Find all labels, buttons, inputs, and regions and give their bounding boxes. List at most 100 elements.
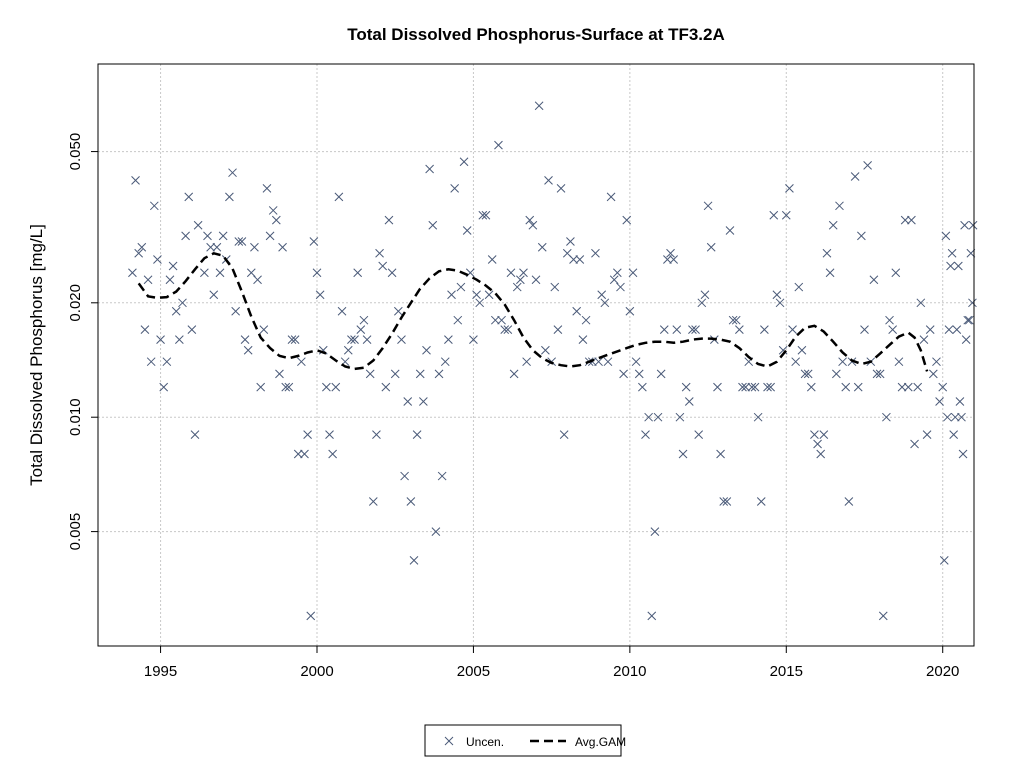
data-point	[691, 325, 700, 334]
data-point	[556, 184, 566, 193]
data-point	[650, 527, 660, 536]
data-point	[828, 220, 838, 230]
data-point	[944, 325, 954, 334]
data-point	[431, 527, 441, 536]
data-point	[397, 335, 406, 344]
y-tick-label: 0.020	[67, 284, 84, 322]
x-tick-label: 2015	[770, 663, 803, 680]
data-point	[212, 242, 222, 252]
data-point	[428, 220, 438, 230]
data-point	[243, 345, 253, 355]
data-point	[347, 335, 356, 344]
data-point	[531, 275, 541, 285]
data-point	[943, 412, 952, 422]
data-point	[769, 210, 779, 220]
data-point	[240, 335, 250, 344]
data-point	[190, 430, 200, 439]
data-point	[550, 282, 560, 292]
data-point	[603, 357, 613, 367]
data-point	[669, 255, 679, 264]
data-point	[738, 382, 747, 392]
data-point	[625, 306, 635, 316]
data-point	[403, 397, 413, 406]
data-point	[703, 201, 713, 211]
data-point	[275, 369, 284, 379]
data-point	[503, 325, 513, 334]
data-point	[831, 369, 841, 379]
data-point	[863, 160, 872, 170]
data-point	[631, 357, 641, 367]
data-point	[225, 192, 234, 202]
data-point	[952, 325, 962, 334]
data-point	[788, 325, 797, 334]
data-point	[816, 449, 826, 459]
data-point	[572, 306, 582, 316]
legend: Uncen. Avg.GAM	[424, 724, 626, 757]
data-point	[963, 315, 973, 325]
data-point	[541, 345, 550, 355]
data-point	[406, 497, 416, 506]
data-point	[735, 325, 744, 334]
data-point	[810, 430, 819, 439]
data-point	[544, 175, 553, 185]
data-point	[822, 248, 832, 258]
avg-gam-line	[137, 251, 929, 372]
data-point	[960, 220, 969, 230]
x-tick-label: 2020	[926, 663, 959, 680]
data-point	[447, 290, 456, 300]
data-point	[622, 215, 632, 225]
data-point	[819, 430, 829, 439]
data-point	[885, 315, 894, 325]
data-point	[415, 369, 425, 379]
data-point	[941, 231, 951, 241]
data-point	[697, 298, 707, 308]
data-point	[741, 382, 750, 392]
data-point	[609, 275, 619, 285]
data-point	[659, 325, 669, 334]
data-point	[516, 275, 525, 285]
data-point	[894, 357, 904, 367]
data-point	[419, 397, 428, 406]
data-point	[612, 268, 622, 278]
data-point	[716, 449, 725, 459]
data-point	[268, 206, 278, 215]
data-point	[372, 430, 381, 439]
data-point	[331, 382, 341, 392]
data-point	[947, 248, 957, 258]
data-point	[362, 335, 372, 344]
data-point	[525, 215, 535, 225]
data-point	[390, 369, 400, 379]
data-point	[234, 237, 244, 246]
data-point	[159, 382, 169, 392]
data-point	[656, 369, 666, 379]
data-point	[165, 275, 175, 285]
data-point	[559, 430, 569, 439]
data-point	[700, 290, 710, 300]
data-point	[641, 430, 650, 439]
data-point	[434, 369, 444, 379]
data-point	[422, 345, 431, 355]
data-point	[949, 430, 959, 439]
data-point	[378, 261, 388, 271]
data-point	[444, 335, 453, 344]
data-point	[772, 290, 782, 300]
data-point	[218, 231, 228, 241]
legend-marker-uncen	[444, 736, 454, 746]
data-point	[162, 357, 172, 367]
data-point	[528, 220, 538, 230]
data-point	[259, 325, 269, 334]
data-point	[174, 335, 184, 344]
data-point	[766, 382, 775, 392]
data-point	[825, 268, 835, 278]
data-point	[350, 335, 359, 344]
data-point	[500, 325, 510, 334]
data-point	[950, 412, 960, 422]
data-point	[519, 268, 528, 278]
data-point	[725, 226, 735, 235]
data-point	[647, 611, 657, 621]
plot-area-frame	[97, 63, 975, 647]
data-point	[271, 215, 281, 225]
data-point	[938, 382, 948, 392]
data-point	[237, 237, 247, 246]
data-point	[781, 210, 791, 220]
